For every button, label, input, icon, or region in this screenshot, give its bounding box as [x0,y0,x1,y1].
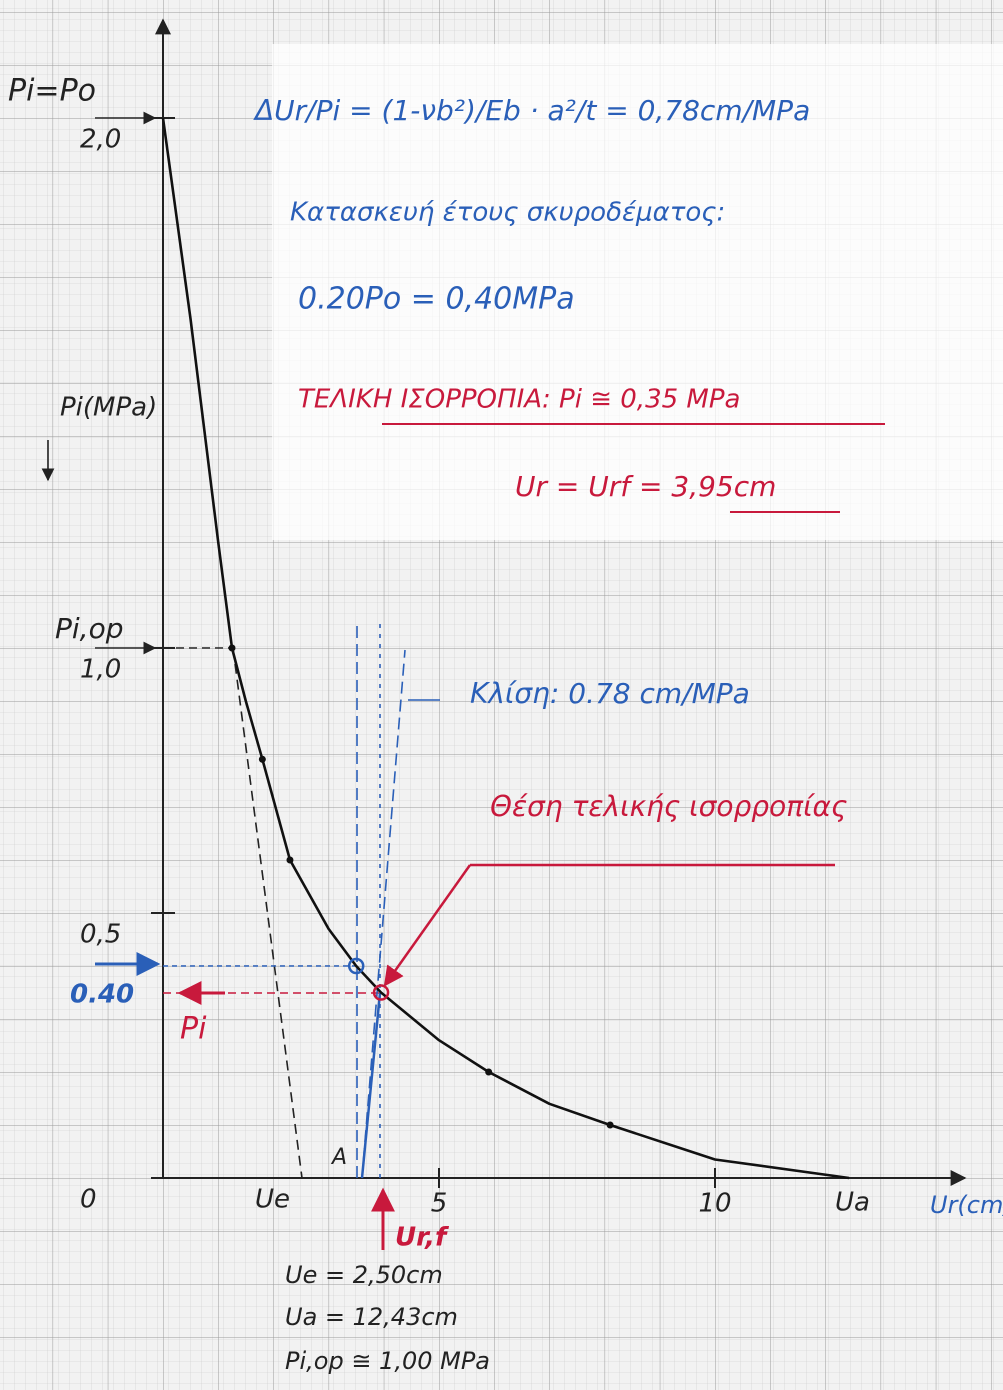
note: 0.20Po = 0,40MPa [298,282,575,317]
note: Θέση τελικής ισορροπίας [490,790,847,823]
y-tick-label: 0,5 [80,920,121,950]
y-tick-label: 0 [80,1185,97,1215]
y-axis-label: Pi(MPa) [60,393,157,423]
note: Ua = 12,43cm [285,1303,458,1331]
x-axis-label: Ur(cm) [930,1191,1003,1219]
annotation: Pi,op [55,612,123,645]
note: ΤΕΛΙΚΗ ΙΣΟΡΡΟΠΙΑ: Pi ≅ 0,35 MPa [298,385,740,415]
formula: ΔUr/Pi = (1-νb²)/Eb · a²/t = 0,78cm/MPa [253,94,810,127]
chart: Pi(MPa) Ur(cm) Pi=Po Pi,op 0.40 Pi Ue Ua… [0,0,1003,1390]
note: Κλίση: 0.78 cm/MPa [470,677,750,710]
annotation: Ue [255,1185,290,1215]
annotation: A [330,1145,347,1170]
curve-point [607,1122,614,1129]
annotation: Ua [835,1188,870,1218]
curve-point [229,645,236,652]
annotation: Pi [180,1012,207,1047]
x-tick-label: 10 [698,1189,731,1219]
annotation: 0.40 [70,980,134,1010]
note: Ue = 2,50cm [285,1261,443,1289]
x-tick-label: 5 [431,1189,448,1219]
curve-point [259,756,266,763]
note: Pi,op ≅ 1,00 MPa [285,1347,490,1375]
annotation: Pi=Po [8,74,96,109]
curve-point [485,1069,492,1076]
y-tick-label: 1,0 [80,655,121,685]
note: Ur = Urf = 3,95cm [515,470,776,503]
annotation: Ur,f [395,1223,450,1253]
note: Κατασκευή έτους σκυροδέματος: [290,198,725,228]
curve-point [286,857,293,864]
y-tick-label: 2,0 [80,125,121,155]
